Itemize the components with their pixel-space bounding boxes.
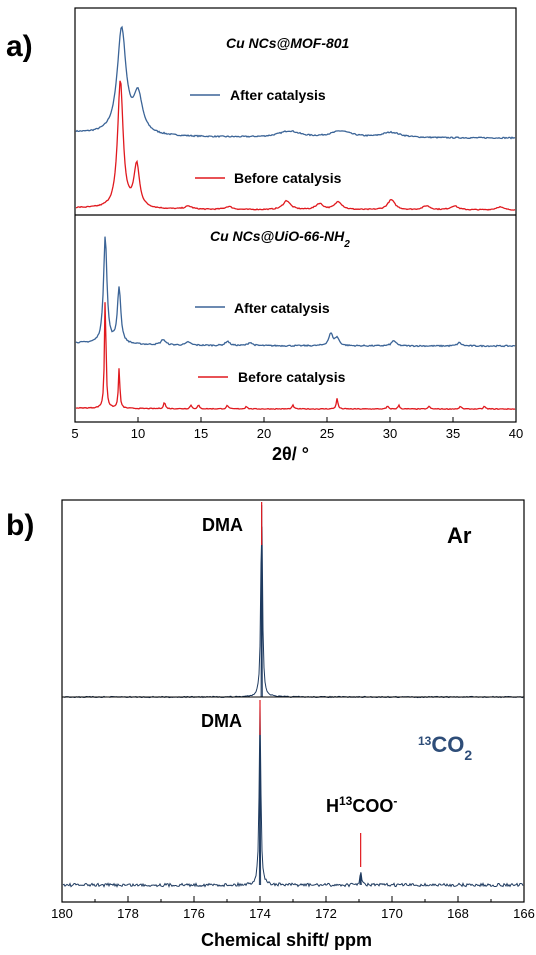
ar-condition-label: Ar <box>447 523 472 548</box>
uio66-before-trace <box>75 302 516 411</box>
panel-b-x-axis: 180 178 176 174 172 170 168 166 <box>51 896 535 921</box>
uio66-after-legend: After catalysis <box>234 300 330 316</box>
co2-dma-label: DMA <box>201 711 242 731</box>
ar-dma-label: DMA <box>202 515 243 535</box>
formate-charge: - <box>393 794 397 808</box>
panel-b-x-tick-label: 168 <box>447 906 469 921</box>
mof801-after-legend: After catalysis <box>230 87 326 103</box>
uio66-before-legend: Before catalysis <box>238 369 346 385</box>
panel-b-x-title: Chemical shift/ ppm <box>201 930 372 950</box>
panel-b-x-tick-label: 178 <box>117 906 139 921</box>
panel-a-x-tick-label: 25 <box>320 426 334 441</box>
co2-condition-label: 13CO2 <box>418 732 472 763</box>
panel-a-label: a) <box>6 30 33 63</box>
panel-a-x-title: 2θ/ ° <box>272 444 309 464</box>
uio66-after-trace <box>75 236 516 348</box>
uio66-title-sub: 2 <box>343 239 350 250</box>
formate-mid: COO <box>352 796 393 816</box>
panel-b-x-tick-label: 172 <box>315 906 337 921</box>
panel-a-x-tick-label: 15 <box>194 426 208 441</box>
panel-a-frame <box>74 7 517 423</box>
panel-b-x-tick-label: 176 <box>183 906 205 921</box>
mof801-title: Cu NCs@MOF-801 <box>226 35 350 51</box>
panel-b-frame <box>61 499 525 903</box>
panel-b-label: b) <box>6 509 34 542</box>
panel-b-x-tick-label: 166 <box>513 906 535 921</box>
panel-b-x-tick-label: 180 <box>51 906 73 921</box>
formate-label: H13COO- <box>326 794 397 816</box>
panel-a-x-tick-label: 5 <box>71 426 78 441</box>
panel-b-x-tick-label: 174 <box>249 906 271 921</box>
panel-a-x-tick-label: 30 <box>383 426 397 441</box>
panel-a-x-tick-label: 10 <box>131 426 145 441</box>
panel-a-x-axis: 5 10 15 20 25 30 35 40 <box>71 417 523 441</box>
panel-a-x-tick-label: 40 <box>509 426 523 441</box>
mof801-before-trace <box>75 80 516 211</box>
panel-a-x-tick-label: 20 <box>257 426 271 441</box>
co2-cond-sup: 13 <box>418 734 432 748</box>
panel-a-x-tick-label: 35 <box>446 426 460 441</box>
panel-b-border <box>61 499 525 903</box>
uio66-title: Cu NCs@UiO-66-NH2 <box>210 228 350 250</box>
uio66-title-main: Cu NCs@UiO-66-NH <box>210 228 345 244</box>
mof801-after-trace <box>75 25 516 140</box>
formate-h: H <box>326 796 339 816</box>
formate-sup: 13 <box>339 794 353 808</box>
mof801-before-legend: Before catalysis <box>234 170 342 186</box>
co2-cond-sub: 2 <box>464 747 472 763</box>
co2-cond-main: CO <box>431 732 464 757</box>
panel-b-x-tick-label: 170 <box>381 906 403 921</box>
